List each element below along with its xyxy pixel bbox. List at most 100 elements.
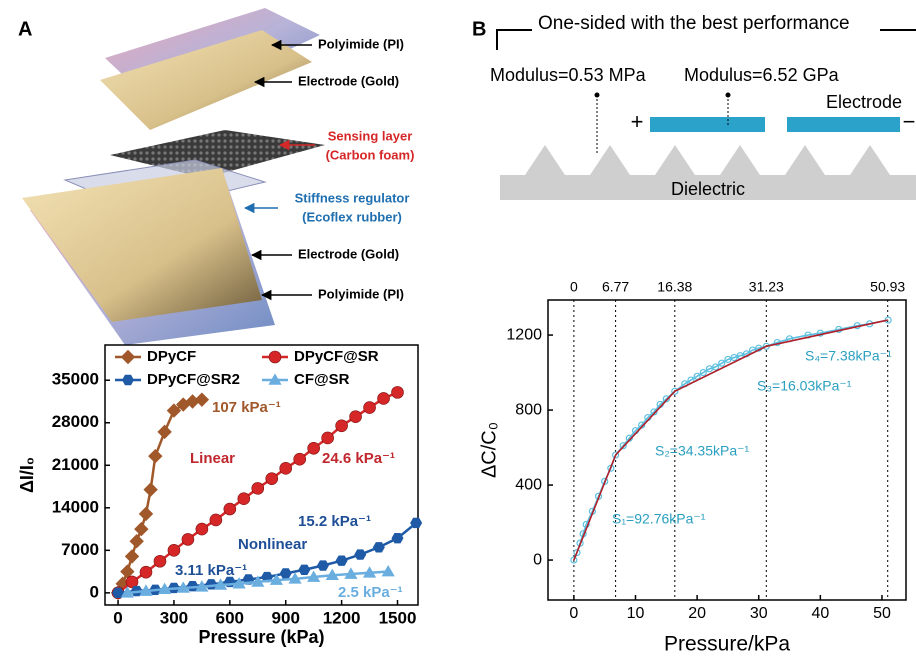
y-tick-label: 14000: [52, 497, 99, 516]
marker: [350, 411, 362, 423]
bracket: [497, 30, 532, 50]
marker: [196, 523, 208, 535]
annotation: 107 kPa⁻¹: [212, 399, 281, 416]
schematic-title: One-sided with the best performance: [538, 13, 850, 34]
marker: [378, 392, 390, 404]
figure: A B Polyimide (PI) Electrode (Gold) Sens…: [0, 0, 916, 659]
layer-label: (Carbon foam): [326, 147, 415, 162]
x-tick-label: 1500: [379, 608, 417, 627]
marker: [294, 453, 306, 465]
x-tick-label: 900: [272, 608, 300, 627]
annotation: 2.5 kPa⁻¹: [338, 584, 403, 601]
marker: [148, 449, 162, 463]
x-tick-label: 30: [750, 605, 768, 622]
y-axis-title: ΔC/C₀: [478, 422, 500, 478]
marker: [322, 432, 334, 444]
marker: [280, 568, 292, 578]
electrode: [787, 117, 900, 132]
legend-label: CF@SR: [294, 371, 350, 388]
x-tick-label: 1200: [323, 608, 361, 627]
marker: [125, 549, 139, 563]
layer-diagram: Polyimide (PI) Electrode (Gold) Sensing …: [22, 8, 414, 345]
schematic-label: Modulus=6.52 GPa: [684, 65, 840, 85]
x-tick-label: 600: [216, 608, 244, 627]
annotation: Nonlinear: [238, 536, 307, 553]
schematic-label: −: [903, 109, 916, 134]
panel-label: B: [472, 18, 486, 40]
marker: [266, 473, 278, 485]
marker: [392, 386, 404, 398]
annotation: 15.2 kPa⁻¹: [298, 513, 371, 530]
x2-tick-label: 0: [570, 279, 578, 295]
schematic-label: Modulus=0.53 MPa: [490, 65, 647, 85]
marker: [373, 542, 385, 552]
x-tick-label: 40: [811, 605, 829, 622]
marker: [298, 565, 310, 575]
marker: [224, 503, 236, 515]
marker: [364, 402, 376, 414]
marker: [210, 514, 222, 526]
y-tick-label: 1200: [506, 326, 542, 343]
marker: [129, 534, 143, 548]
layer-label: Sensing layer: [328, 128, 413, 143]
x-tick-label: 300: [160, 608, 188, 627]
marker: [195, 392, 209, 406]
legend-label: DPyCF: [147, 348, 196, 365]
y-tick-label: 21000: [52, 455, 99, 474]
annotation: S₁=92.76kPa⁻¹: [612, 511, 706, 527]
y-tick-label: 0: [533, 551, 542, 568]
x-tick-label: 10: [627, 605, 645, 622]
marker: [308, 442, 320, 454]
y-tick-label: 7000: [61, 540, 99, 559]
annotation: S₄=7.38kPa⁻¹: [805, 348, 892, 364]
x2-tick-label: 31.23: [749, 279, 784, 295]
layer-label: Stiffness regulator: [295, 190, 410, 205]
dielectric-schematic: One-sided with the best performance Diel…: [490, 13, 916, 200]
marker: [139, 507, 153, 521]
marker: [252, 482, 264, 494]
x2-tick-label: 50.93: [870, 279, 905, 295]
marker: [168, 544, 180, 556]
electrode-layer: [22, 168, 262, 322]
marker: [157, 425, 171, 439]
y-tick-label: 0: [90, 582, 99, 601]
x2-tick-label: 16.38: [657, 279, 692, 295]
legend-label: DPyCF@SR: [294, 348, 379, 365]
marker: [154, 555, 166, 567]
panel-label: A: [18, 18, 32, 40]
y-axis-title: ΔI/I₀: [17, 457, 37, 493]
x-tick-label: 20: [688, 605, 706, 622]
annotation: Linear: [190, 450, 235, 467]
marker: [317, 560, 329, 570]
x-axis-title: Pressure (kPa): [198, 627, 324, 647]
marker: [336, 420, 348, 432]
marker: [134, 522, 148, 536]
annotation: 24.6 kPa⁻¹: [322, 450, 395, 467]
electrode: [650, 117, 765, 132]
annotation: 3.11 kPa⁻¹: [175, 562, 247, 579]
marker: [269, 351, 281, 363]
marker: [280, 462, 292, 474]
marker: [238, 493, 250, 505]
marker: [143, 482, 157, 496]
marker: [140, 566, 152, 578]
y-tick-label: 35000: [52, 370, 99, 389]
marker: [336, 555, 348, 565]
schematic-label: +: [631, 109, 644, 134]
schematic-label: Dielectric: [671, 179, 745, 199]
annotation: S₂=34.35kPa⁻¹: [655, 443, 749, 459]
layer-label: Electrode (Gold): [298, 73, 399, 88]
x-tick-label: 50: [873, 605, 891, 622]
layer-label: Polyimide (PI): [318, 286, 404, 301]
annotation: S₃=16.03kPa⁻¹: [757, 378, 852, 394]
x-axis-title: Pressure/kPa: [664, 633, 790, 656]
marker: [354, 549, 366, 559]
marker: [182, 533, 194, 545]
x-tick-label: 0: [569, 605, 578, 622]
layer-label: Polyimide (PI): [318, 36, 404, 51]
layer-label: Electrode (Gold): [298, 246, 399, 261]
marker: [121, 350, 135, 364]
y-tick-label: 28000: [52, 412, 99, 431]
x-tick-label: 0: [113, 608, 122, 627]
y-tick-label: 800: [515, 401, 542, 418]
